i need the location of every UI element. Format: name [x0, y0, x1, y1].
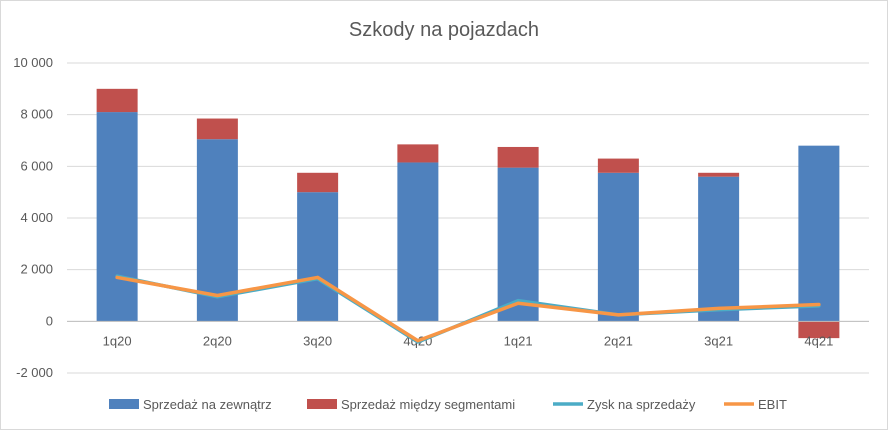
gridlines — [67, 62, 869, 374]
line-point — [516, 299, 520, 303]
chart-title: Szkody na pojazdach — [349, 19, 539, 41]
x-tick-label: 2q21 — [604, 333, 633, 348]
bar-2q20 — [196, 118, 238, 140]
line-point — [616, 313, 620, 317]
bar-4q20 — [397, 144, 439, 163]
legend-label: EBIT — [758, 397, 787, 412]
legend: Sprzedaż na zewnątrz Sprzedaż między segm… — [109, 397, 787, 412]
legend-item: Zysk na sprzedaży — [553, 397, 696, 412]
y-tick-label: 6 000 — [20, 158, 53, 173]
bar-1q21 — [497, 146, 539, 168]
x-tick-label: 4q21 — [804, 333, 833, 348]
y-axis-ticks: 10 000 8 000 6 000 4 000 2 000 0 -2 000 — [13, 55, 53, 380]
bar-3q21 — [698, 172, 740, 177]
line-point — [817, 303, 821, 307]
lines — [115, 274, 821, 344]
bar-3q21 — [698, 176, 740, 322]
y-tick-label: 8 000 — [20, 107, 53, 122]
bar-4q21 — [798, 145, 840, 322]
x-tick-label: 2q20 — [203, 333, 232, 348]
line-point — [115, 275, 119, 279]
x-tick-label: 1q20 — [103, 333, 132, 348]
legend-label: Zysk na sprzedaży — [587, 397, 696, 412]
legend-item: Sprzedaż między segmentami — [307, 397, 515, 412]
y-tick-label: 4 000 — [20, 210, 53, 225]
bar-1q20 — [96, 112, 138, 322]
bar-3q20 — [297, 192, 339, 322]
bar-3q20 — [297, 172, 339, 193]
x-tick-label: 3q21 — [704, 333, 733, 348]
legend-swatch — [307, 399, 337, 409]
line-point — [316, 275, 320, 279]
line-point — [416, 339, 420, 343]
x-tick-label: 3q20 — [303, 333, 332, 348]
bar-1q21 — [497, 167, 539, 322]
bar-4q20 — [397, 162, 439, 322]
y-tick-label: 10 000 — [13, 55, 53, 70]
x-axis-ticks: 1q202q203q204q201q212q213q214q21 — [103, 333, 834, 348]
bar-2q20 — [196, 139, 238, 322]
bar-4q21 — [798, 321, 840, 339]
line-point — [717, 306, 721, 310]
y-tick-label: 0 — [46, 313, 53, 328]
legend-swatch — [109, 399, 139, 409]
legend-label: Sprzedaż na zewnątrz — [143, 397, 272, 412]
bar-2q21 — [597, 172, 639, 322]
x-tick-label: 1q21 — [504, 333, 533, 348]
y-tick-label: -2 000 — [16, 365, 53, 380]
legend-item: EBIT — [724, 397, 787, 412]
series-line — [115, 275, 821, 343]
y-tick-label: 2 000 — [20, 262, 53, 277]
line-point — [215, 294, 219, 297]
legend-label: Sprzedaż między segmentami — [341, 397, 515, 412]
bar-1q20 — [96, 88, 138, 113]
bars — [96, 88, 840, 339]
legend-item: Sprzedaż na zewnątrz — [109, 397, 272, 412]
bar-2q21 — [597, 158, 639, 173]
line-point — [516, 301, 520, 305]
